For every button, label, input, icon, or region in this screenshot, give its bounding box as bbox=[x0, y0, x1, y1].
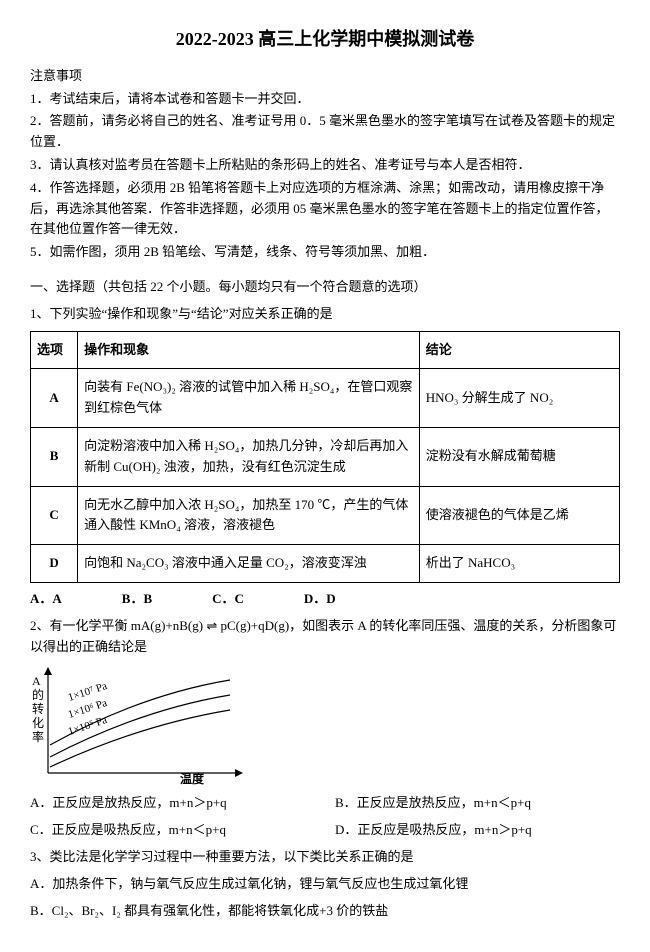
cell-conclusion: 淀粉没有水解成葡萄糖 bbox=[419, 427, 619, 486]
option-c: C．正反应是吸热反应，m+n＜p+q bbox=[30, 820, 315, 841]
q1-options: A．A B．B C．C D．D bbox=[30, 589, 620, 610]
table-row: B 向淀粉溶液中加入稀 H₂SO₄，加热几分钟，冷却后再加入新制 Cu(OH)₂… bbox=[31, 427, 620, 486]
cell-option: C bbox=[31, 486, 78, 545]
section-1-intro: 一、选择题（共包括 22 个小题。每小题均只有一个符合题意的选项） bbox=[30, 277, 620, 298]
option-d: D．D bbox=[304, 589, 336, 610]
cell-option: D bbox=[31, 545, 78, 583]
x-axis-arrow-icon bbox=[235, 769, 243, 777]
q1-stem: 1、下列实验“操作和现象”与“结论”对应关系正确的是 bbox=[30, 304, 620, 325]
cell-conclusion: HNO₃ 分解生成了 NO₂ bbox=[419, 369, 619, 428]
instruction-line: 3．请认真核对监考员在答题卡上所粘贴的条形码上的姓名、准考证号与本人是否相符． bbox=[30, 155, 620, 176]
instruction-line: 4．作答选择题，必须用 2B 铅笔将答题卡上对应选项的方框涂满、涂黑；如需改动，… bbox=[30, 178, 620, 240]
instruction-line: 2．答题前，请务必将自己的姓名、准考证号用 0．5 毫米黑色墨水的签字笔填写在试… bbox=[30, 111, 620, 153]
y-axis-label: A 的 转 化 率 bbox=[32, 674, 47, 744]
q2-chart: 1×10⁷ Pa 1×10⁶ Pa 1×10⁵ Pa A 的 转 化 率 温度 bbox=[30, 665, 250, 785]
cell-operation: 向淀粉溶液中加入稀 H₂SO₄，加热几分钟，冷却后再加入新制 Cu(OH)₂ 浊… bbox=[78, 427, 420, 486]
cell-operation: 向饱和 Na₂CO₃ 溶液中通入足量 CO₂，溶液变浑浊 bbox=[78, 545, 420, 583]
option-a: A．正反应是放热反应，m+n＞p+q bbox=[30, 793, 315, 814]
cell-option: A bbox=[31, 369, 78, 428]
page-title: 2022-2023 高三上化学期中模拟测试卷 bbox=[30, 25, 620, 54]
option-a: A．A bbox=[30, 589, 62, 610]
table-row: C 向无水乙醇中加入浓 H₂SO₄，加热至 170 ℃，产生的气体通入酸性 KM… bbox=[31, 486, 620, 545]
option-c: C．C bbox=[212, 589, 244, 610]
col-header-conclusion: 结论 bbox=[419, 331, 619, 369]
option-b: B．正反应是放热反应，m+n＜p+q bbox=[335, 793, 620, 814]
option-d: D．正反应是吸热反应，m+n＞p+q bbox=[335, 820, 620, 841]
col-header-option: 选项 bbox=[31, 331, 78, 369]
q3-stem: 3、类比法是化学学习过程中一种重要方法，以下类比关系正确的是 bbox=[30, 847, 620, 868]
col-header-operation: 操作和现象 bbox=[78, 331, 420, 369]
cell-option: B bbox=[31, 427, 78, 486]
cell-operation: 向无水乙醇中加入浓 H₂SO₄，加热至 170 ℃，产生的气体通入酸性 KMnO… bbox=[78, 486, 420, 545]
instruction-line: 1．考试结束后，请将本试卷和答题卡一并交回． bbox=[30, 89, 620, 110]
notice-heading: 注意事项 bbox=[30, 66, 620, 87]
option-b: B．B bbox=[122, 589, 152, 610]
q2-options: A．正反应是放热反应，m+n＞p+q B．正反应是放热反应，m+n＜p+q C．… bbox=[30, 793, 620, 841]
q3-option-b: B．Cl₂、Br₂、I₂ 都具有强氧化性，都能将铁氧化成+3 价的铁盐 bbox=[30, 901, 620, 922]
q2-stem: 2、有一化学平衡 mA(g)+nB(g) ⇌ pC(g)+qD(g)，如图表示 … bbox=[30, 616, 620, 658]
y-axis-arrow-icon bbox=[44, 667, 52, 675]
q1-table: 选项 操作和现象 结论 A 向装有 Fe(NO₃)₂ 溶液的试管中加入稀 H₂S… bbox=[30, 331, 620, 583]
cell-conclusion: 使溶液褪色的气体是乙烯 bbox=[419, 486, 619, 545]
q3-option-a: A．加热条件下，钠与氧气反应生成过氧化钠，锂与氧气反应也生成过氧化锂 bbox=[30, 874, 620, 895]
table-row: D 向饱和 Na₂CO₃ 溶液中通入足量 CO₂，溶液变浑浊 析出了 NaHCO… bbox=[31, 545, 620, 583]
x-axis-label: 温度 bbox=[180, 771, 205, 785]
instructions-block: 注意事项 1．考试结束后，请将本试卷和答题卡一并交回． 2．答题前，请务必将自己… bbox=[30, 66, 620, 263]
table-header-row: 选项 操作和现象 结论 bbox=[31, 331, 620, 369]
cell-operation: 向装有 Fe(NO₃)₂ 溶液的试管中加入稀 H₂SO₄，在管口观察到红棕色气体 bbox=[78, 369, 420, 428]
cell-conclusion: 析出了 NaHCO₃ bbox=[419, 545, 619, 583]
instruction-line: 5．如需作图，须用 2B 铅笔绘、写清楚，线条、符号等须加黑、加粗． bbox=[30, 242, 620, 263]
table-row: A 向装有 Fe(NO₃)₂ 溶液的试管中加入稀 H₂SO₄，在管口观察到红棕色… bbox=[31, 369, 620, 428]
